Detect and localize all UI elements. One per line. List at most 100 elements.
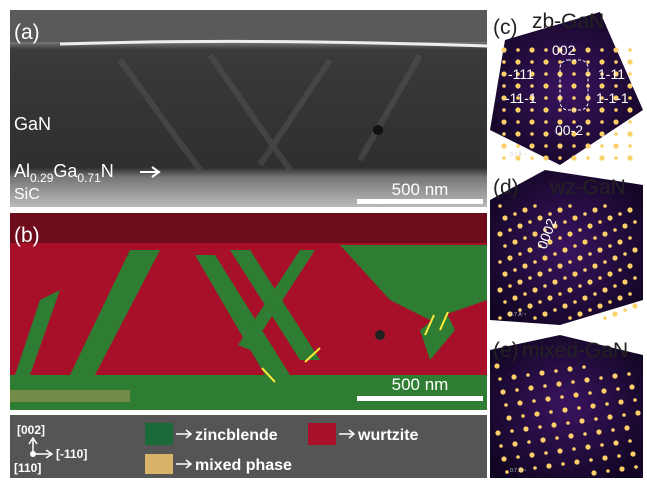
panel-a: (a) GaN Al0.29Ga0.71N SiC 500 nm (10, 10, 487, 207)
diffraction-spot (628, 144, 632, 148)
diffraction-spot (513, 268, 517, 272)
diffraction-spot (534, 411, 539, 416)
diffraction-spot (608, 244, 612, 248)
diffraction-spot (573, 392, 578, 397)
diffraction-spot (546, 463, 551, 468)
diffraction-spot (563, 276, 567, 280)
diffraction-spot (544, 120, 548, 124)
panel-c: (c) zb-GaN 002 -111 1-11 -11-1 1-1-1 00-… (490, 8, 643, 165)
page: {"panel_a": {"label": "(a)", "layer_gan"… (0, 0, 647, 484)
diffraction-spot (558, 60, 562, 64)
diffraction-spot (516, 455, 520, 459)
diffraction-spot (622, 223, 627, 228)
diffraction-spot (498, 204, 502, 208)
diffraction-spot (593, 292, 597, 296)
diffraction-spot (578, 228, 582, 232)
legend-label: mixed phase (195, 457, 292, 474)
layer-label: GaN (14, 114, 51, 134)
diffraction-spot (599, 83, 604, 88)
diffraction-spot (528, 276, 532, 280)
diffraction-spot (577, 255, 582, 260)
diffraction-spot (629, 384, 634, 389)
diffraction-spot (530, 156, 534, 160)
diffraction-spot (523, 426, 528, 431)
diffraction-spot (597, 303, 602, 308)
diffraction-spot (600, 443, 604, 447)
diffraction-spot (506, 415, 511, 420)
diffraction-spot (547, 295, 552, 300)
swatch (145, 454, 173, 474)
diffraction-spot (607, 215, 612, 220)
panel-label: (a) (14, 21, 40, 44)
diffraction-spot (517, 279, 522, 284)
diffraction-spot (515, 131, 520, 136)
diffraction-spot (603, 316, 607, 320)
layer-label: SiC (14, 186, 40, 203)
diffraction-spot (582, 295, 587, 300)
diffraction-spot (508, 228, 512, 232)
diffraction-spot (585, 119, 590, 124)
diffraction-spot (589, 458, 593, 462)
diffraction-spot (502, 84, 506, 88)
diffraction-spot (516, 48, 520, 52)
diffraction-spot (627, 263, 632, 268)
diffraction-spot (613, 228, 617, 232)
diffraction-spot (635, 410, 640, 415)
diffraction-spot (577, 311, 582, 316)
panel-label: (e) (493, 339, 519, 362)
diffraction-spot (528, 220, 532, 224)
diffraction-spot (627, 372, 631, 376)
scale-bar-label: 500 nm (392, 375, 449, 394)
diffraction-spot (599, 376, 603, 380)
diffraction-spot (527, 303, 532, 308)
diffraction-spot (562, 407, 567, 412)
diffraction-spot (613, 119, 618, 124)
diffraction-spot (605, 402, 609, 406)
axis-label: [-110] (56, 447, 87, 461)
diffraction-spot (628, 48, 632, 52)
diffraction-spot (572, 447, 576, 451)
diffraction-spot (502, 108, 506, 112)
diffraction-spot (501, 456, 506, 461)
diffraction-spot (551, 422, 556, 427)
panel-label: (b) (14, 224, 40, 247)
diffraction-spot (628, 292, 632, 296)
diffraction-spot (602, 287, 607, 292)
diffraction-spot (533, 260, 537, 264)
diffraction-spot (528, 385, 533, 390)
diffraction-spot (592, 207, 597, 212)
diffraction-spot (585, 444, 590, 449)
subscript: 0.71 (77, 171, 101, 185)
diffraction-spot (540, 437, 545, 442)
diffraction-spot (562, 247, 567, 252)
diffraction-spot (613, 284, 617, 288)
diffraction-spot (598, 220, 602, 224)
diffraction-spot (567, 366, 572, 371)
panel-label: (d) (493, 176, 519, 199)
diffraction-spot (603, 204, 607, 208)
diffraction-spot (522, 207, 527, 212)
index-label: 002 (552, 42, 576, 58)
diffraction-spot (511, 374, 516, 379)
axis-label: [110] (14, 461, 41, 475)
legend-label: wurtzite (357, 427, 419, 444)
diffraction-spot (532, 399, 536, 403)
diffraction-spot (557, 207, 562, 212)
diffraction-spot (592, 263, 597, 268)
panel-b: (b) 500 nm (10, 213, 487, 410)
diffraction-spot (527, 247, 532, 252)
scale-label: 0.7 Å⁻¹ (510, 151, 526, 158)
diffraction-spot (515, 59, 520, 64)
diffraction-spot (614, 108, 618, 112)
diffraction-spot (538, 425, 542, 429)
diffraction-spot (618, 212, 622, 216)
diffraction-spot (558, 156, 562, 160)
element: Ga (53, 161, 78, 181)
diffraction-spot (557, 143, 562, 148)
diffraction-spot (613, 47, 618, 52)
diffraction-spot (568, 433, 573, 438)
diffraction-spot (530, 60, 534, 64)
diffraction-spot (568, 260, 572, 264)
diffraction-spot (502, 215, 507, 220)
diffraction-spot (612, 311, 617, 316)
